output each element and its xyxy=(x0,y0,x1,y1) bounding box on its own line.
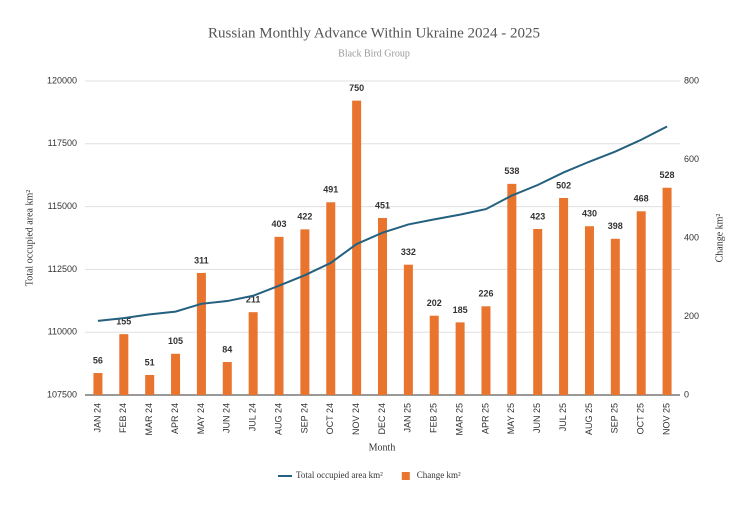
y2-tick-label: 400 xyxy=(684,232,699,242)
bar-value-label: 105 xyxy=(168,336,183,346)
y-tick-label: 112500 xyxy=(48,264,77,274)
legend-label: Total occupied area km² xyxy=(296,470,383,480)
x-tick-label: NOV 25 xyxy=(661,403,671,435)
bar-value-label: 430 xyxy=(582,209,597,219)
x-tick-label: MAY 25 xyxy=(506,403,516,434)
x-tick-label: JAN 25 xyxy=(403,403,413,433)
bar xyxy=(429,315,439,395)
bar xyxy=(196,272,206,395)
y-tick-label: 115000 xyxy=(48,201,77,211)
bar-value-label: 185 xyxy=(453,305,468,315)
bar-value-label: 155 xyxy=(116,317,131,327)
bar-value-label: 398 xyxy=(608,221,623,231)
bar xyxy=(662,187,672,395)
y2-tick-label: 200 xyxy=(684,311,699,321)
bar-value-label: 332 xyxy=(401,247,416,257)
bar-value-label: 51 xyxy=(145,357,155,367)
x-tick-label: FEB 24 xyxy=(118,403,128,433)
bar-value-label: 226 xyxy=(478,289,493,299)
x-tick-label: MAR 25 xyxy=(454,403,464,436)
x-tick-label: OCT 24 xyxy=(325,403,335,434)
bar-value-label: 528 xyxy=(660,170,675,180)
x-tick-label: MAR 24 xyxy=(144,403,154,436)
bar xyxy=(455,322,465,395)
bar-value-label: 538 xyxy=(504,166,519,176)
x-tick-label: JAN 24 xyxy=(92,403,102,433)
bar xyxy=(481,306,491,395)
bar-value-label: 468 xyxy=(634,194,649,204)
bar xyxy=(352,100,362,395)
bar xyxy=(274,236,284,395)
bar xyxy=(610,238,620,395)
bar-value-label: 750 xyxy=(349,83,364,93)
bar-value-label: 491 xyxy=(323,185,338,195)
x-tick-label: SEP 24 xyxy=(299,403,309,433)
bar xyxy=(403,264,413,395)
x-tick-label: SEP 25 xyxy=(610,403,620,433)
bar xyxy=(636,211,646,395)
bar xyxy=(248,312,258,395)
bar xyxy=(222,362,232,395)
y-tick-label: 110000 xyxy=(48,327,77,337)
chart-title: Russian Monthly Advance Within Ukraine 2… xyxy=(208,25,540,41)
y-tick-label: 120000 xyxy=(47,75,77,85)
x-tick-label: AUG 24 xyxy=(273,403,283,435)
x-tick-label: JUL 24 xyxy=(248,403,258,431)
chart-subtitle: Black Bird Group xyxy=(338,48,410,59)
y2-axis-title: Change km² xyxy=(714,214,725,263)
bar xyxy=(300,229,310,395)
bar-value-label: 451 xyxy=(375,200,390,210)
y2-tick-label: 800 xyxy=(684,75,699,85)
y2-tick-label: 0 xyxy=(684,389,689,399)
bar xyxy=(171,353,181,395)
x-tick-label: AUG 25 xyxy=(584,403,594,435)
bar xyxy=(119,334,129,395)
bar xyxy=(378,217,387,395)
bar-value-label: 423 xyxy=(530,211,545,221)
x-axis-title: Month xyxy=(369,442,396,453)
bar xyxy=(533,228,543,395)
x-tick-label: JUN 24 xyxy=(222,403,232,433)
bar-value-label: 56 xyxy=(93,355,103,365)
bar-value-label: 202 xyxy=(427,298,442,308)
x-tick-label: APR 24 xyxy=(170,403,180,434)
x-tick-label: NOV 24 xyxy=(351,403,361,435)
x-tick-label: JUN 25 xyxy=(532,403,542,433)
y2-tick-label: 600 xyxy=(684,154,699,164)
bar xyxy=(326,202,336,395)
bar xyxy=(559,197,569,395)
y-tick-label: 107500 xyxy=(47,389,77,399)
line xyxy=(97,125,668,322)
bar-value-label: 502 xyxy=(556,180,571,190)
legend-swatch xyxy=(401,472,410,480)
bar-value-label: 84 xyxy=(222,344,232,354)
x-tick-label: MAY 24 xyxy=(196,403,206,434)
bar xyxy=(145,374,155,395)
x-tick-label: DEC 24 xyxy=(377,403,387,435)
y-axis-title: Total occupied area km² xyxy=(24,190,35,286)
x-tick-label: OCT 25 xyxy=(636,403,646,434)
x-tick-label: JUL 25 xyxy=(558,403,568,431)
x-tick-label: FEB 25 xyxy=(429,403,439,433)
legend-label: Change km² xyxy=(417,470,461,480)
bar xyxy=(584,226,594,395)
x-tick-label: APR 25 xyxy=(480,403,490,434)
bar xyxy=(93,373,103,395)
bar-value-label: 311 xyxy=(194,255,209,265)
bar-value-label: 403 xyxy=(272,219,287,229)
bar-value-label: 211 xyxy=(246,295,261,305)
y-tick-label: 117500 xyxy=(48,138,77,148)
bar xyxy=(507,183,517,395)
bar-value-label: 422 xyxy=(297,212,312,222)
